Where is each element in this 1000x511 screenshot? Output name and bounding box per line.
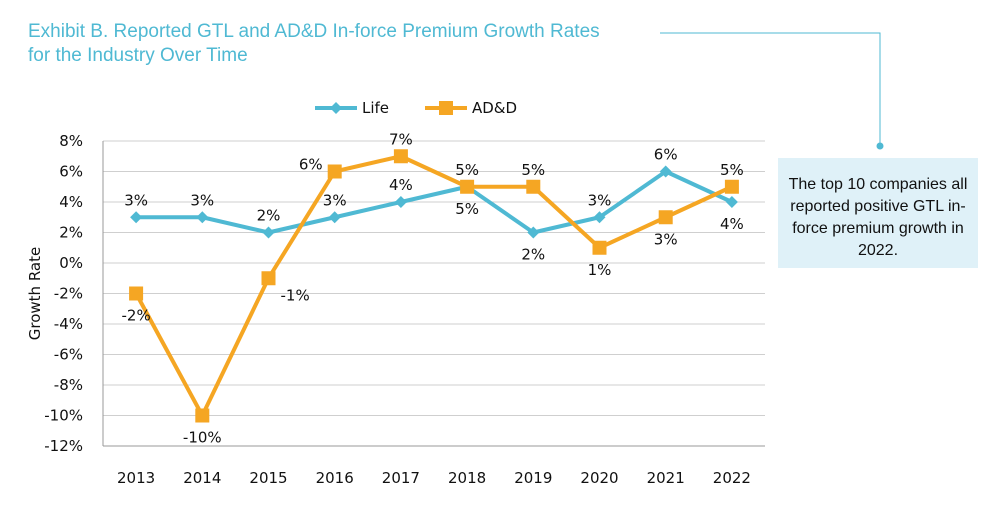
y-tick-label: 4% bbox=[59, 193, 83, 211]
data-point bbox=[393, 149, 408, 164]
series: 3% 3%2%3%4%5%2%3%6%4%-2%-10%-1%6%7%5% 5%1%… bbox=[121, 130, 743, 446]
data-label: 2% bbox=[521, 246, 545, 264]
data-point bbox=[327, 164, 342, 179]
data-label: 5% bbox=[521, 161, 545, 179]
data-point bbox=[195, 408, 210, 423]
series-line bbox=[136, 169, 733, 235]
y-tick-label: 8% bbox=[59, 132, 83, 150]
y-tick-label: -6% bbox=[54, 346, 83, 364]
data-label: 2% bbox=[257, 207, 281, 225]
callout-connector-dot bbox=[876, 142, 884, 150]
x-tick-label: 2017 bbox=[382, 469, 420, 487]
y-tick-label: 0% bbox=[59, 254, 83, 272]
x-tick-label: 2016 bbox=[316, 469, 354, 487]
y-tick-label: -12% bbox=[44, 437, 83, 455]
data-point bbox=[328, 211, 341, 224]
data-point bbox=[394, 196, 407, 208]
x-tick-label: 2013 bbox=[117, 469, 155, 487]
data-label: 7% bbox=[389, 130, 413, 148]
data-label: 4% bbox=[389, 176, 413, 194]
callout-box: The top 10 companies all reported positi… bbox=[778, 158, 978, 268]
y-tick-label: -2% bbox=[54, 285, 83, 303]
data-point bbox=[196, 211, 209, 224]
data-label: 5% bbox=[455, 161, 479, 179]
data-label: 3% bbox=[124, 191, 148, 209]
x-tick-label: 2020 bbox=[580, 469, 618, 487]
gridlines bbox=[103, 140, 765, 447]
data-label: 5% bbox=[720, 161, 744, 179]
data-label: 3% bbox=[323, 191, 347, 209]
data-point bbox=[460, 179, 475, 194]
data-point bbox=[526, 179, 541, 194]
legend: Life AD&D bbox=[315, 99, 517, 117]
callout-text: The top 10 companies all reported positi… bbox=[788, 176, 968, 259]
series-line bbox=[134, 154, 733, 418]
data-point bbox=[659, 165, 672, 178]
title-line-1: Exhibit B. Reported GTL and AD&D In-forc… bbox=[28, 21, 600, 42]
legend-marker bbox=[439, 101, 453, 115]
data-label: -2% bbox=[121, 307, 150, 325]
data-point bbox=[658, 210, 673, 225]
data-label: 3% bbox=[654, 230, 678, 248]
y-tick-label: 6% bbox=[59, 163, 83, 181]
x-tick-label: 2021 bbox=[647, 469, 685, 487]
data-point bbox=[261, 271, 276, 286]
x-tick-label: 2019 bbox=[514, 469, 552, 487]
legend-label: Life bbox=[362, 99, 389, 117]
x-tick-label: 2018 bbox=[448, 469, 486, 487]
series-life: 3% 3%2%3%4%5%2%3%6%4% bbox=[124, 146, 744, 264]
data-label: -1% bbox=[281, 286, 310, 304]
y-tick-label: 2% bbox=[59, 224, 83, 242]
x-tick-label: 2015 bbox=[249, 469, 287, 487]
data-label: 3% bbox=[190, 191, 214, 209]
legend-label: AD&D bbox=[472, 99, 517, 117]
data-point bbox=[724, 179, 739, 194]
chart-title: Exhibit B. Reported GTL and AD&D In-forc… bbox=[28, 20, 678, 68]
y-tick-label: -10% bbox=[44, 407, 83, 425]
data-label: 6% bbox=[654, 146, 678, 164]
data-label: 4% bbox=[720, 215, 744, 233]
legend-marker bbox=[330, 102, 342, 114]
data-point bbox=[130, 211, 143, 224]
x-tick-label: 2014 bbox=[183, 469, 221, 487]
series-ad-d: -2% -10% -1% 6% 7% 5% 5% 1% 3% 5% bbox=[121, 130, 743, 446]
data-label: 3% bbox=[588, 191, 612, 209]
data-point bbox=[593, 211, 606, 224]
data-point bbox=[592, 240, 607, 255]
y-tick-label: -8% bbox=[54, 376, 83, 394]
data-label: 6% bbox=[299, 156, 323, 174]
callout-connector bbox=[660, 32, 881, 145]
title-line-2: for the Industry Over Time bbox=[28, 45, 248, 66]
y-tick-label: -4% bbox=[54, 315, 83, 333]
data-label: 5% bbox=[455, 200, 479, 218]
axes: 8% 6% 4% 2% 0% -2% -4% -6% -8% -10% -12% 2013 2014 20… bbox=[26, 132, 765, 487]
data-point bbox=[527, 226, 540, 239]
data-point bbox=[262, 226, 275, 239]
data-point bbox=[129, 286, 144, 301]
y-axis-label: Growth Rate bbox=[26, 247, 44, 340]
data-label: 1% bbox=[588, 261, 612, 279]
x-tick-label: 2022 bbox=[713, 469, 751, 487]
data-label: -10% bbox=[183, 429, 222, 447]
data-point bbox=[725, 196, 738, 208]
